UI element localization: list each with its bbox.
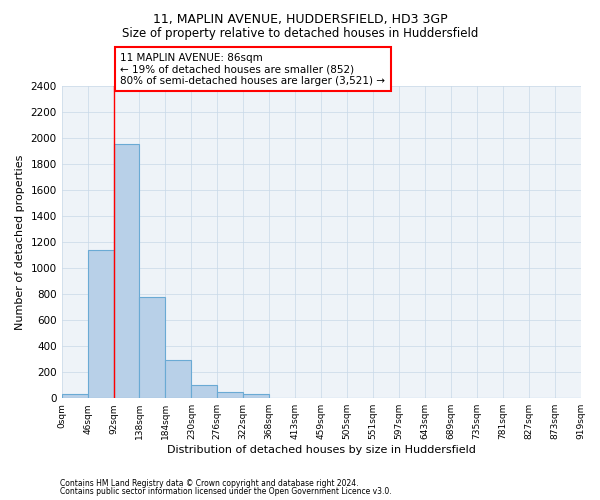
Bar bbox=[113, 144, 139, 398]
Text: Contains HM Land Registry data © Crown copyright and database right 2024.: Contains HM Land Registry data © Crown c… bbox=[60, 478, 359, 488]
X-axis label: Distribution of detached houses by size in Huddersfield: Distribution of detached houses by size … bbox=[167, 445, 476, 455]
Bar bbox=[166, 360, 191, 398]
Bar bbox=[88, 250, 113, 398]
Text: Size of property relative to detached houses in Huddersfield: Size of property relative to detached ho… bbox=[122, 28, 478, 40]
Bar bbox=[62, 394, 88, 398]
Y-axis label: Number of detached properties: Number of detached properties bbox=[15, 154, 25, 330]
Bar bbox=[139, 298, 166, 398]
Text: 11 MAPLIN AVENUE: 86sqm
← 19% of detached houses are smaller (852)
80% of semi-d: 11 MAPLIN AVENUE: 86sqm ← 19% of detache… bbox=[121, 52, 385, 86]
Text: Contains public sector information licensed under the Open Government Licence v3: Contains public sector information licen… bbox=[60, 487, 392, 496]
Bar bbox=[191, 385, 217, 398]
Bar bbox=[217, 392, 243, 398]
Bar bbox=[243, 394, 269, 398]
Text: 11, MAPLIN AVENUE, HUDDERSFIELD, HD3 3GP: 11, MAPLIN AVENUE, HUDDERSFIELD, HD3 3GP bbox=[152, 12, 448, 26]
